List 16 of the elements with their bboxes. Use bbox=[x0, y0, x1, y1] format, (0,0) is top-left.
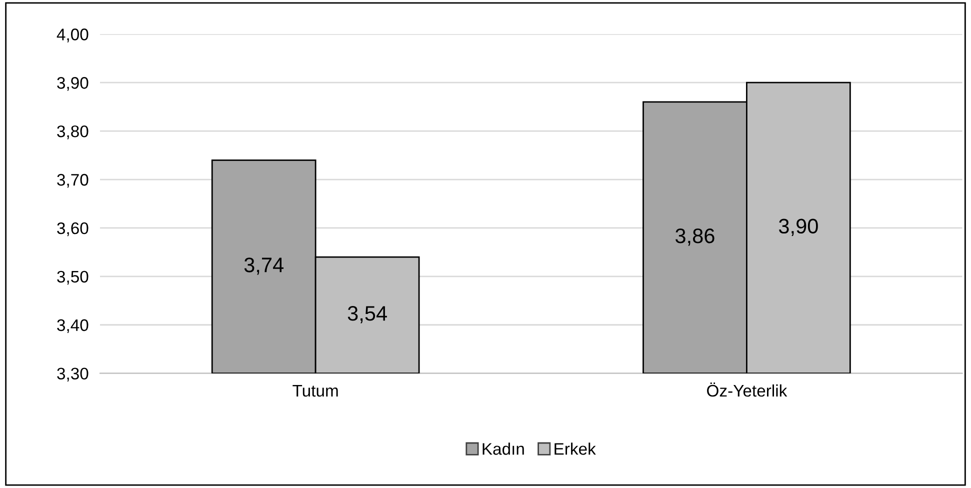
data-label: 3,54 bbox=[348, 306, 387, 324]
y-tick-label: 4,00 bbox=[56, 28, 88, 42]
y-tick-label: 3,80 bbox=[57, 125, 88, 140]
x-tick-label: Tutum bbox=[292, 385, 338, 397]
data-label: 3,90 bbox=[778, 218, 818, 236]
legend-label: Erkek bbox=[554, 442, 596, 455]
legend-label: Kadın bbox=[482, 442, 524, 455]
y-tick-label: 3,30 bbox=[57, 368, 88, 382]
y-tick-label: 3,40 bbox=[57, 319, 88, 334]
data-label: 3,86 bbox=[675, 228, 714, 246]
x-tick-label: Öz-Yeterlik bbox=[707, 382, 788, 397]
y-tick-label: 3,60 bbox=[57, 222, 88, 236]
y-tick-label: 3,50 bbox=[57, 270, 88, 285]
y-tick-label: 3,90 bbox=[57, 77, 88, 91]
y-tick-label: 3,70 bbox=[57, 174, 88, 188]
data-label: 3,74 bbox=[244, 258, 284, 275]
